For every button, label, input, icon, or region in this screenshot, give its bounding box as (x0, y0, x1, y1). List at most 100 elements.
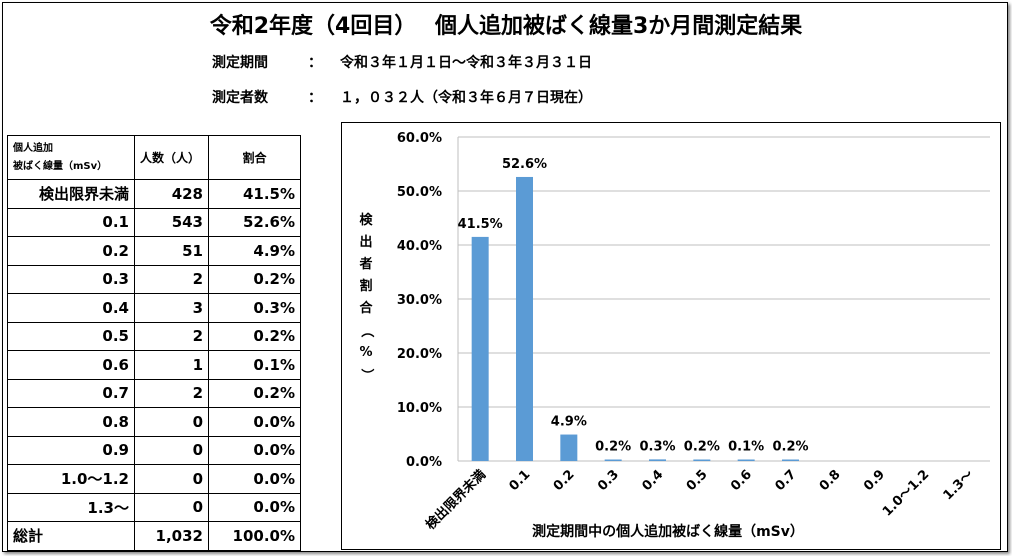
bar (737, 459, 755, 461)
table-header-row: 個人追加 被ばく線量（mSv） 人数（人） 割合 (7, 135, 301, 180)
y-axis-label-char: 割 (359, 279, 373, 294)
ratio-cell: 0.2% (208, 321, 301, 351)
data-label: 0.2% (595, 440, 631, 455)
table-row: 1.3～ 0 0.0% (7, 492, 301, 522)
x-tick-label: 0.5 (684, 467, 711, 494)
data-label: 0.2% (684, 440, 720, 455)
count-value: １，０３２人（令和３年６月７日現在） (340, 90, 592, 106)
table-row: 0.6 1 0.1% (7, 350, 301, 380)
y-tick-label: 50.0% (397, 185, 442, 200)
dose-cell: 0.6 (7, 350, 135, 380)
ratio-cell: 0.0% (208, 464, 301, 494)
ratio-cell: 0.1% (208, 350, 301, 380)
y-axis-label: 検出者割合 （% ） (356, 210, 376, 386)
y-tick-label: 10.0% (397, 401, 442, 416)
y-tick-label: 60.0% (397, 131, 442, 146)
y-axis-label-char: 合 (359, 301, 373, 316)
total-count: 1,032 (134, 521, 209, 551)
dose-cell: 0.1 (7, 207, 135, 237)
count-colon: ： (308, 90, 322, 106)
dose-cell: 検出限界未満 (7, 179, 135, 209)
count-cell: 543 (134, 207, 209, 237)
bar (604, 459, 622, 461)
data-label: 0.1% (728, 440, 764, 455)
dose-cell: 0.8 (7, 407, 135, 437)
ratio-cell: 0.0% (208, 492, 301, 522)
dose-cell: 1.3～ (7, 492, 135, 522)
x-tick-label: 0.9 (861, 467, 888, 494)
header-dose: 個人追加 被ばく線量（mSv） (7, 135, 135, 180)
y-tick-label: 30.0% (397, 293, 442, 308)
table-row: 0.7 2 0.2% (7, 378, 301, 408)
dose-table: 個人追加 被ばく線量（mSv） 人数（人） 割合 検出限界未満 428 41.5% 0… (7, 135, 301, 551)
y-axis-label-char: 者 (359, 257, 373, 272)
x-tick-label: 0.3 (595, 467, 622, 494)
x-tick-label: 0.6 (728, 467, 755, 494)
ratio-cell: 0.2% (208, 264, 301, 294)
y-axis-label-char: 出 (359, 235, 373, 250)
count-cell: 2 (134, 321, 209, 351)
period-row: 測定期間 ： 令和３年１月１日～令和３年３月３１日 (212, 52, 592, 72)
dose-cell: 0.9 (7, 435, 135, 465)
total-label: 総計 (7, 521, 135, 551)
bar (782, 459, 799, 461)
data-label: 52.6% (502, 157, 547, 172)
table-row: 0.1 543 52.6% (7, 207, 301, 237)
count-label: 測定者数 (212, 90, 268, 106)
x-tick-label: 0.2 (551, 467, 578, 494)
x-tick-label: 0.8 (817, 467, 844, 494)
chart-frame (341, 122, 1001, 550)
table-row: 検出限界未満 428 41.5% (7, 179, 301, 209)
y-tick-label: 0.0% (406, 455, 442, 470)
bar (516, 176, 533, 461)
y-axis-label-char: ） (359, 368, 374, 382)
x-tick-label: 0.4 (639, 467, 666, 494)
ratio-cell: 0.2% (208, 378, 301, 408)
ratio-cell: 0.3% (208, 293, 301, 323)
page-title: 令和2年度（4回目） 個人追加被ばく線量3か月間測定結果 (209, 14, 803, 39)
count-cell: 0 (134, 464, 209, 494)
x-tick-label: 1.3～ (941, 467, 977, 503)
table-row: 0.2 51 4.9% (7, 236, 301, 266)
count-row: 測定者数 ： １，０３２人（令和３年６月７日現在） (212, 87, 592, 107)
ratio-cell: 52.6% (208, 207, 301, 237)
total-ratio: 100.0% (208, 521, 301, 551)
dose-cell: 0.4 (7, 293, 135, 323)
y-tick-label: 20.0% (397, 347, 442, 362)
header-ratio: 割合 (208, 135, 301, 180)
header-dose-line1: 個人追加 (13, 142, 53, 154)
y-axis-label-char: 検 (359, 213, 373, 228)
period-label: 測定期間 (212, 55, 268, 71)
dose-cell: 0.7 (7, 378, 135, 408)
data-label: 4.9% (551, 415, 587, 430)
table-row: 0.4 3 0.3% (7, 293, 301, 323)
bar (693, 459, 711, 461)
x-axis-label: 測定期間中の個人追加被ばく線量（mSv） (532, 523, 804, 540)
x-tick-label: 検出限界未満 (423, 467, 489, 533)
table-row: 0.9 0 0.0% (7, 435, 301, 465)
y-axis-label-char: % (359, 345, 373, 360)
data-label: 0.3% (639, 439, 675, 454)
data-label: 0.2% (772, 440, 808, 455)
y-tick-label: 40.0% (397, 239, 442, 254)
header-dose-line2: 被ばく線量（mSv） (13, 160, 108, 172)
data-label: 41.5% (458, 217, 503, 232)
ratio-cell: 41.5% (208, 179, 301, 209)
bar (560, 434, 578, 461)
dose-cell: 1.0～1.2 (7, 464, 135, 494)
bar (649, 459, 666, 461)
table-row: 1.0～1.2 0 0.0% (7, 464, 301, 494)
bar (471, 236, 489, 461)
table-row: 0.8 0 0.0% (7, 407, 301, 437)
ratio-cell: 0.0% (208, 435, 301, 465)
x-tick-label: 1.0～1.2 (880, 467, 932, 519)
y-axis-label-char: （ (359, 324, 374, 338)
x-tick-label: 0.1 (506, 467, 533, 494)
period-value: 令和３年１月１日～令和３年３月３１日 (340, 55, 592, 71)
dose-cell: 0.3 (7, 264, 135, 294)
period-colon: ： (308, 55, 322, 71)
table-row: 0.3 2 0.2% (7, 264, 301, 294)
count-cell: 0 (134, 407, 209, 437)
